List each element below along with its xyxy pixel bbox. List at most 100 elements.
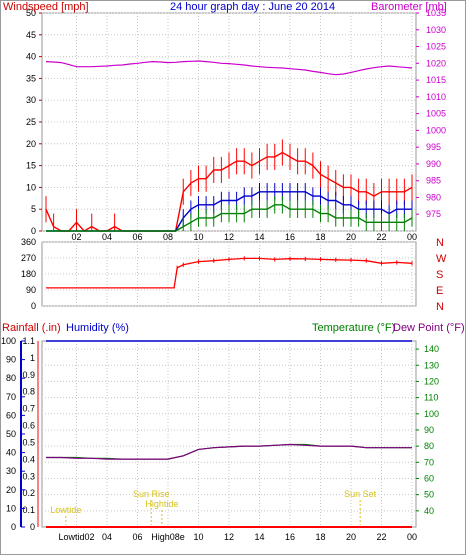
bottom-x-ticks: Lowtid02 04 06 High08e 10 12 14 16 18 20 22 00 — [58, 532, 417, 542]
humidity-tick-label: 60 — [6, 410, 16, 420]
temp-tick-label: 40 — [424, 506, 434, 516]
wind-tick-label: 0 — [31, 226, 36, 236]
wind-x-ticks: 02 04 06 08 10 12 14 16 18 20 22 00 — [71, 232, 417, 242]
event-label: Sun Rise — [133, 489, 170, 499]
wind-tick-label: 35 — [26, 73, 36, 83]
baro-tick-label: 1005 — [426, 109, 446, 119]
x-tick-label: 10 — [193, 232, 203, 242]
direction-axis-ticks: 0 90 180 270 360 — [21, 237, 36, 311]
bottom-x-tick-label: High08e — [151, 532, 185, 542]
bottom-x-tick-label: Lowtid02 — [58, 532, 94, 542]
x-tick-label: 02 — [71, 232, 81, 242]
temp-tick-label: 90 — [424, 425, 434, 435]
compass-label: E — [436, 285, 443, 297]
direction-tick-label: 180 — [21, 269, 36, 279]
temp-series — [46, 340, 412, 528]
temp-tick-label: 80 — [424, 441, 434, 451]
x-tick-label: 16 — [285, 232, 295, 242]
rain-tick-label: 0.5 — [22, 437, 35, 447]
series-line-barometer — [45, 60, 413, 76]
wind-tick-label: 45 — [26, 30, 36, 40]
temp-axis-ticks: 40 50 60 70 80 90 100 110 120 130 140 — [416, 344, 439, 516]
baro-tick-label: 995 — [426, 142, 441, 152]
wind-tick-label: 25 — [26, 117, 36, 127]
rainfall-axis-label: Rainfall (.in) — [2, 322, 61, 334]
event-label: Hightide — [145, 499, 178, 509]
direction-tick-label: 0 — [31, 301, 36, 311]
x-tick-label: 14 — [254, 232, 264, 242]
humidity-tick-label: 80 — [6, 373, 16, 383]
wind-tick-label: 5 — [31, 204, 36, 214]
event-label: Sun Set — [344, 489, 377, 499]
temp-tick-label: 130 — [424, 360, 439, 370]
humidity-tick-label: 50 — [6, 429, 16, 439]
barometer-axis-label: Barometer [mb] — [371, 1, 447, 13]
baro-tick-label: 1010 — [426, 92, 446, 102]
wind-tick-label: 40 — [26, 52, 36, 62]
x-tick-label: 20 — [346, 232, 356, 242]
humidity-tick-label: 40 — [6, 448, 16, 458]
rain-tick-label: 1.1 — [22, 336, 35, 346]
baro-tick-label: 1015 — [426, 75, 446, 85]
wind-baro-series — [45, 60, 413, 232]
direction-series — [46, 256, 413, 289]
rain-tick-label: 0.8 — [22, 387, 35, 397]
humidity-tick-label: 90 — [6, 355, 16, 365]
humidity-tick-label: 10 — [6, 503, 16, 513]
bottom-x-tick-label: 14 — [254, 532, 264, 542]
direction-tick-label: 270 — [21, 253, 36, 263]
wind-tick-label: 20 — [26, 139, 36, 149]
series-line-dew-point-f — [46, 443, 412, 460]
humidity-tick-label: 70 — [6, 392, 16, 402]
rain-axis-ticks: 0 0.1 0.2 0.3 0.4 0.5 0.6 0.7 0.8 0.9 1 1.1 — [22, 336, 39, 532]
x-tick-label: 04 — [102, 232, 112, 242]
rain-tick-label: 0.2 — [22, 488, 35, 498]
rain-tick-label: 0.1 — [22, 505, 35, 515]
temp-tick-label: 60 — [424, 473, 434, 483]
compass-label: N — [436, 237, 444, 249]
temperature-axis-label: Temperature (°F) — [312, 322, 395, 334]
chart-title: 24 hour graph day : June 20 2014 — [170, 1, 335, 13]
bottom-x-tick-label: 22 — [376, 532, 386, 542]
temp-grid — [42, 341, 416, 527]
bottom-x-tick-label: 20 — [346, 532, 356, 542]
baro-tick-label: 985 — [426, 176, 441, 186]
wind-tick-label: 15 — [26, 161, 36, 171]
x-tick-label: 12 — [224, 232, 234, 242]
baro-tick-label: 990 — [426, 159, 441, 169]
x-tick-label: 08 — [163, 232, 173, 242]
windspeed-axis-label: Windspeed [mph] — [3, 1, 89, 13]
compass-label: N — [436, 301, 444, 313]
compass-label: S — [436, 269, 443, 281]
compass-label: W — [436, 253, 447, 265]
humidity-tick-label: 0 — [11, 522, 16, 532]
event-label: Lowtide — [50, 505, 81, 515]
bottom-x-tick-label: 06 — [132, 532, 142, 542]
humidity-tick-label: 100 — [1, 336, 16, 346]
bottom-x-tick-label: 10 — [193, 532, 203, 542]
bottom-x-tick-label: 00 — [407, 532, 417, 542]
rain-tick-label: 0.7 — [22, 404, 35, 414]
wind-tick-label: 10 — [26, 182, 36, 192]
humidity-tick-label: 30 — [6, 466, 16, 476]
wind-tick-label: 50 — [26, 8, 36, 18]
wind-axis-ticks: 0 5 10 15 20 25 30 35 40 45 50 — [26, 8, 42, 236]
rain-tick-label: 0.4 — [22, 454, 35, 464]
baro-tick-label: 1025 — [426, 42, 446, 52]
temp-tick-label: 70 — [424, 457, 434, 467]
baro-tick-label: 1035 — [426, 8, 446, 18]
rain-tick-label: 0.9 — [22, 370, 35, 380]
rain-tick-label: 0 — [30, 522, 35, 532]
bottom-x-tick-label: 16 — [285, 532, 295, 542]
baro-tick-label: 1000 — [426, 125, 446, 135]
bottom-x-tick-label: 04 — [102, 532, 112, 542]
temp-tick-label: 50 — [424, 490, 434, 500]
bottom-x-tick-label: 12 — [224, 532, 234, 542]
x-tick-label: 00 — [407, 232, 417, 242]
temp-tick-label: 120 — [424, 376, 439, 386]
wind-tick-label: 30 — [26, 95, 36, 105]
rain-tick-label: 0.6 — [22, 421, 35, 431]
